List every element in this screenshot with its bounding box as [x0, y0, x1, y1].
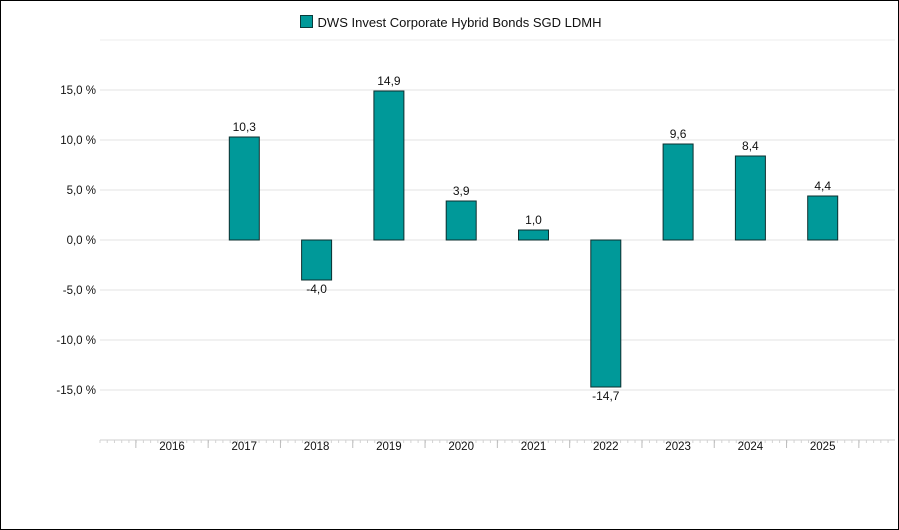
x-tick-label: 2024 [738, 441, 764, 453]
bar [734, 155, 766, 241]
x-tick-label: 2021 [521, 441, 547, 453]
data-label: 4,4 [814, 179, 831, 193]
gridlines [100, 39, 895, 391]
x-tick-label: 2020 [448, 441, 474, 453]
data-label: 8,4 [742, 139, 759, 153]
x-tick-label: 2017 [232, 441, 258, 453]
y-tick-label: -15,0 % [56, 385, 96, 397]
data-label: 1,0 [525, 213, 542, 227]
data-label: -14,7 [592, 389, 620, 403]
bar [445, 200, 477, 241]
x-tick-label: 2025 [810, 441, 836, 453]
data-label: 14,9 [377, 74, 401, 88]
bar [301, 239, 333, 281]
x-tick-label: 2022 [593, 441, 619, 453]
bar [373, 90, 405, 241]
x-tick-label: 2018 [304, 441, 330, 453]
x-tick-label: 2023 [665, 441, 691, 453]
bar [518, 229, 549, 241]
bar [590, 239, 622, 388]
x-axis: 2016 2017 2018 2019 2020 2021 2022 2023 2024 2025 [99, 439, 895, 453]
y-axis: 15,0 % 10,0 % 5,0 % 0,0 % -5,0 % -10,0 % -15,0… [56, 85, 96, 397]
x-tick-label: 2016 [159, 441, 185, 453]
legend: DWS Invest Corporate Hybrid Bonds SGD LD… [1, 15, 899, 30]
data-label: -4,0 [306, 282, 327, 296]
data-label: 3,9 [453, 184, 470, 198]
legend-swatch [299, 15, 313, 28]
y-tick-label: -10,0 % [56, 335, 96, 347]
y-tick-label: 0,0 % [67, 235, 96, 247]
y-tick-label: 10,0 % [60, 135, 96, 147]
data-label: 10,3 [233, 120, 257, 134]
bar [662, 143, 694, 241]
y-tick-label: 15,0 % [60, 85, 96, 97]
y-tick-label: -5,0 % [63, 285, 96, 297]
legend-label: DWS Invest Corporate Hybrid Bonds SGD LD… [317, 15, 602, 30]
x-tick-label: 2019 [376, 441, 402, 453]
bar [807, 195, 839, 241]
bars [228, 90, 839, 388]
y-tick-label: 5,0 % [67, 185, 96, 197]
data-label: 9,6 [670, 127, 687, 141]
data-labels: 10,3 -4,0 14,9 3,9 1,0 -14,7 9,6 8,4 4,4 [233, 74, 832, 403]
bar [228, 136, 260, 241]
